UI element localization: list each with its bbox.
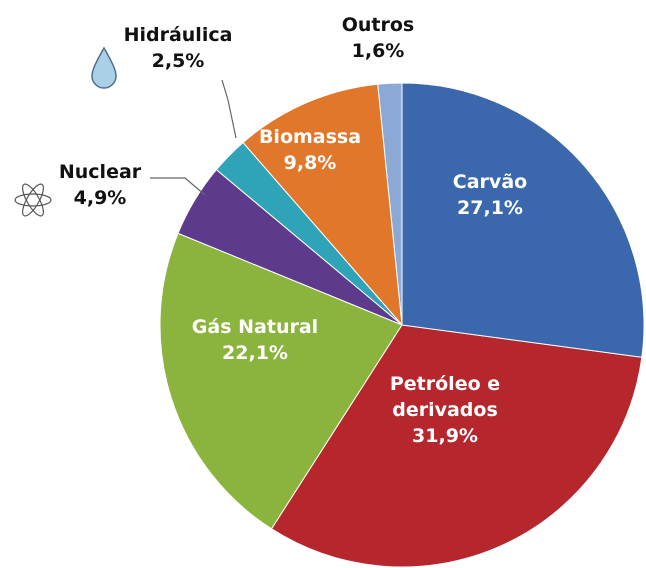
leader-line bbox=[150, 177, 206, 196]
pie-slice bbox=[270, 324, 643, 568]
atom-icon bbox=[14, 183, 52, 217]
category-label: Biomassa bbox=[258, 126, 362, 148]
pie-slice bbox=[159, 232, 403, 530]
category-label: Gás Natural bbox=[191, 316, 319, 338]
slice-label: Petróleo e derivados 31,9% bbox=[380, 371, 510, 449]
leader-line bbox=[221, 79, 237, 139]
value-label: 1,6% bbox=[351, 40, 405, 62]
value-label: 31,9% bbox=[412, 425, 478, 447]
value-label: 4,9% bbox=[73, 187, 127, 209]
value-label: 9,8% bbox=[283, 152, 337, 174]
slice-label: Gás Natural 22,1% bbox=[192, 314, 318, 366]
value-label: 27,1% bbox=[457, 197, 523, 219]
value-label: 2,5% bbox=[151, 50, 205, 72]
slice-label: Hidráulica 2,5% bbox=[124, 22, 233, 74]
category-label: Nuclear bbox=[58, 161, 142, 183]
category-label: Petróleo e derivados bbox=[389, 373, 501, 421]
value-label: 22,1% bbox=[222, 342, 288, 364]
slice-label: Carvão 27,1% bbox=[453, 169, 527, 221]
category-label: Outros bbox=[341, 14, 415, 36]
slice-label: Outros 1,6% bbox=[342, 12, 415, 64]
category-label: Hidráulica bbox=[123, 24, 233, 46]
water-icon bbox=[91, 46, 117, 89]
pie-slice bbox=[401, 82, 645, 358]
slice-label: Nuclear 4,9% bbox=[59, 159, 141, 211]
slice-label: Biomassa 9,8% bbox=[259, 124, 361, 176]
category-label: Carvão bbox=[452, 171, 528, 193]
pie-slice bbox=[242, 83, 403, 327]
